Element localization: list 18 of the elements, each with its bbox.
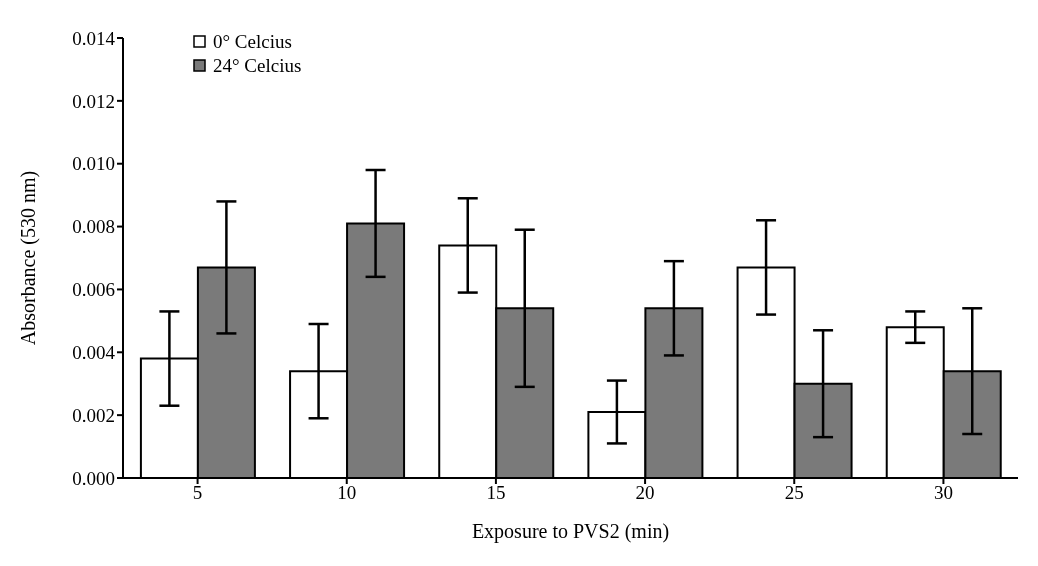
legend-label: 24° Celcius: [213, 54, 302, 78]
x-tick-label: 20: [635, 482, 655, 504]
y-tick-label: 0.002: [72, 404, 115, 426]
y-tick-label: 0.012: [72, 90, 115, 112]
y-tick-label: 0.006: [72, 279, 115, 301]
x-tick-label: 5: [192, 482, 203, 504]
x-axis-title: Exposure to PVS2 (min): [471, 520, 670, 543]
y-tick-label: 0.014: [72, 27, 116, 49]
x-tick-label: 25: [784, 482, 804, 504]
x-tick-label: 30: [933, 482, 953, 504]
x-tick-label: 15: [486, 482, 506, 504]
y-tick-label: 0.000: [72, 467, 115, 489]
y-tick-label: 0.004: [72, 342, 116, 364]
y-axis-title: Absorbance (530 nm): [17, 170, 41, 346]
x-tick-label: 10: [337, 482, 357, 504]
legend-label: 0° Celcius: [213, 30, 292, 54]
y-tick-label: 0.008: [72, 216, 115, 238]
y-tick-label: 0.010: [72, 153, 115, 175]
